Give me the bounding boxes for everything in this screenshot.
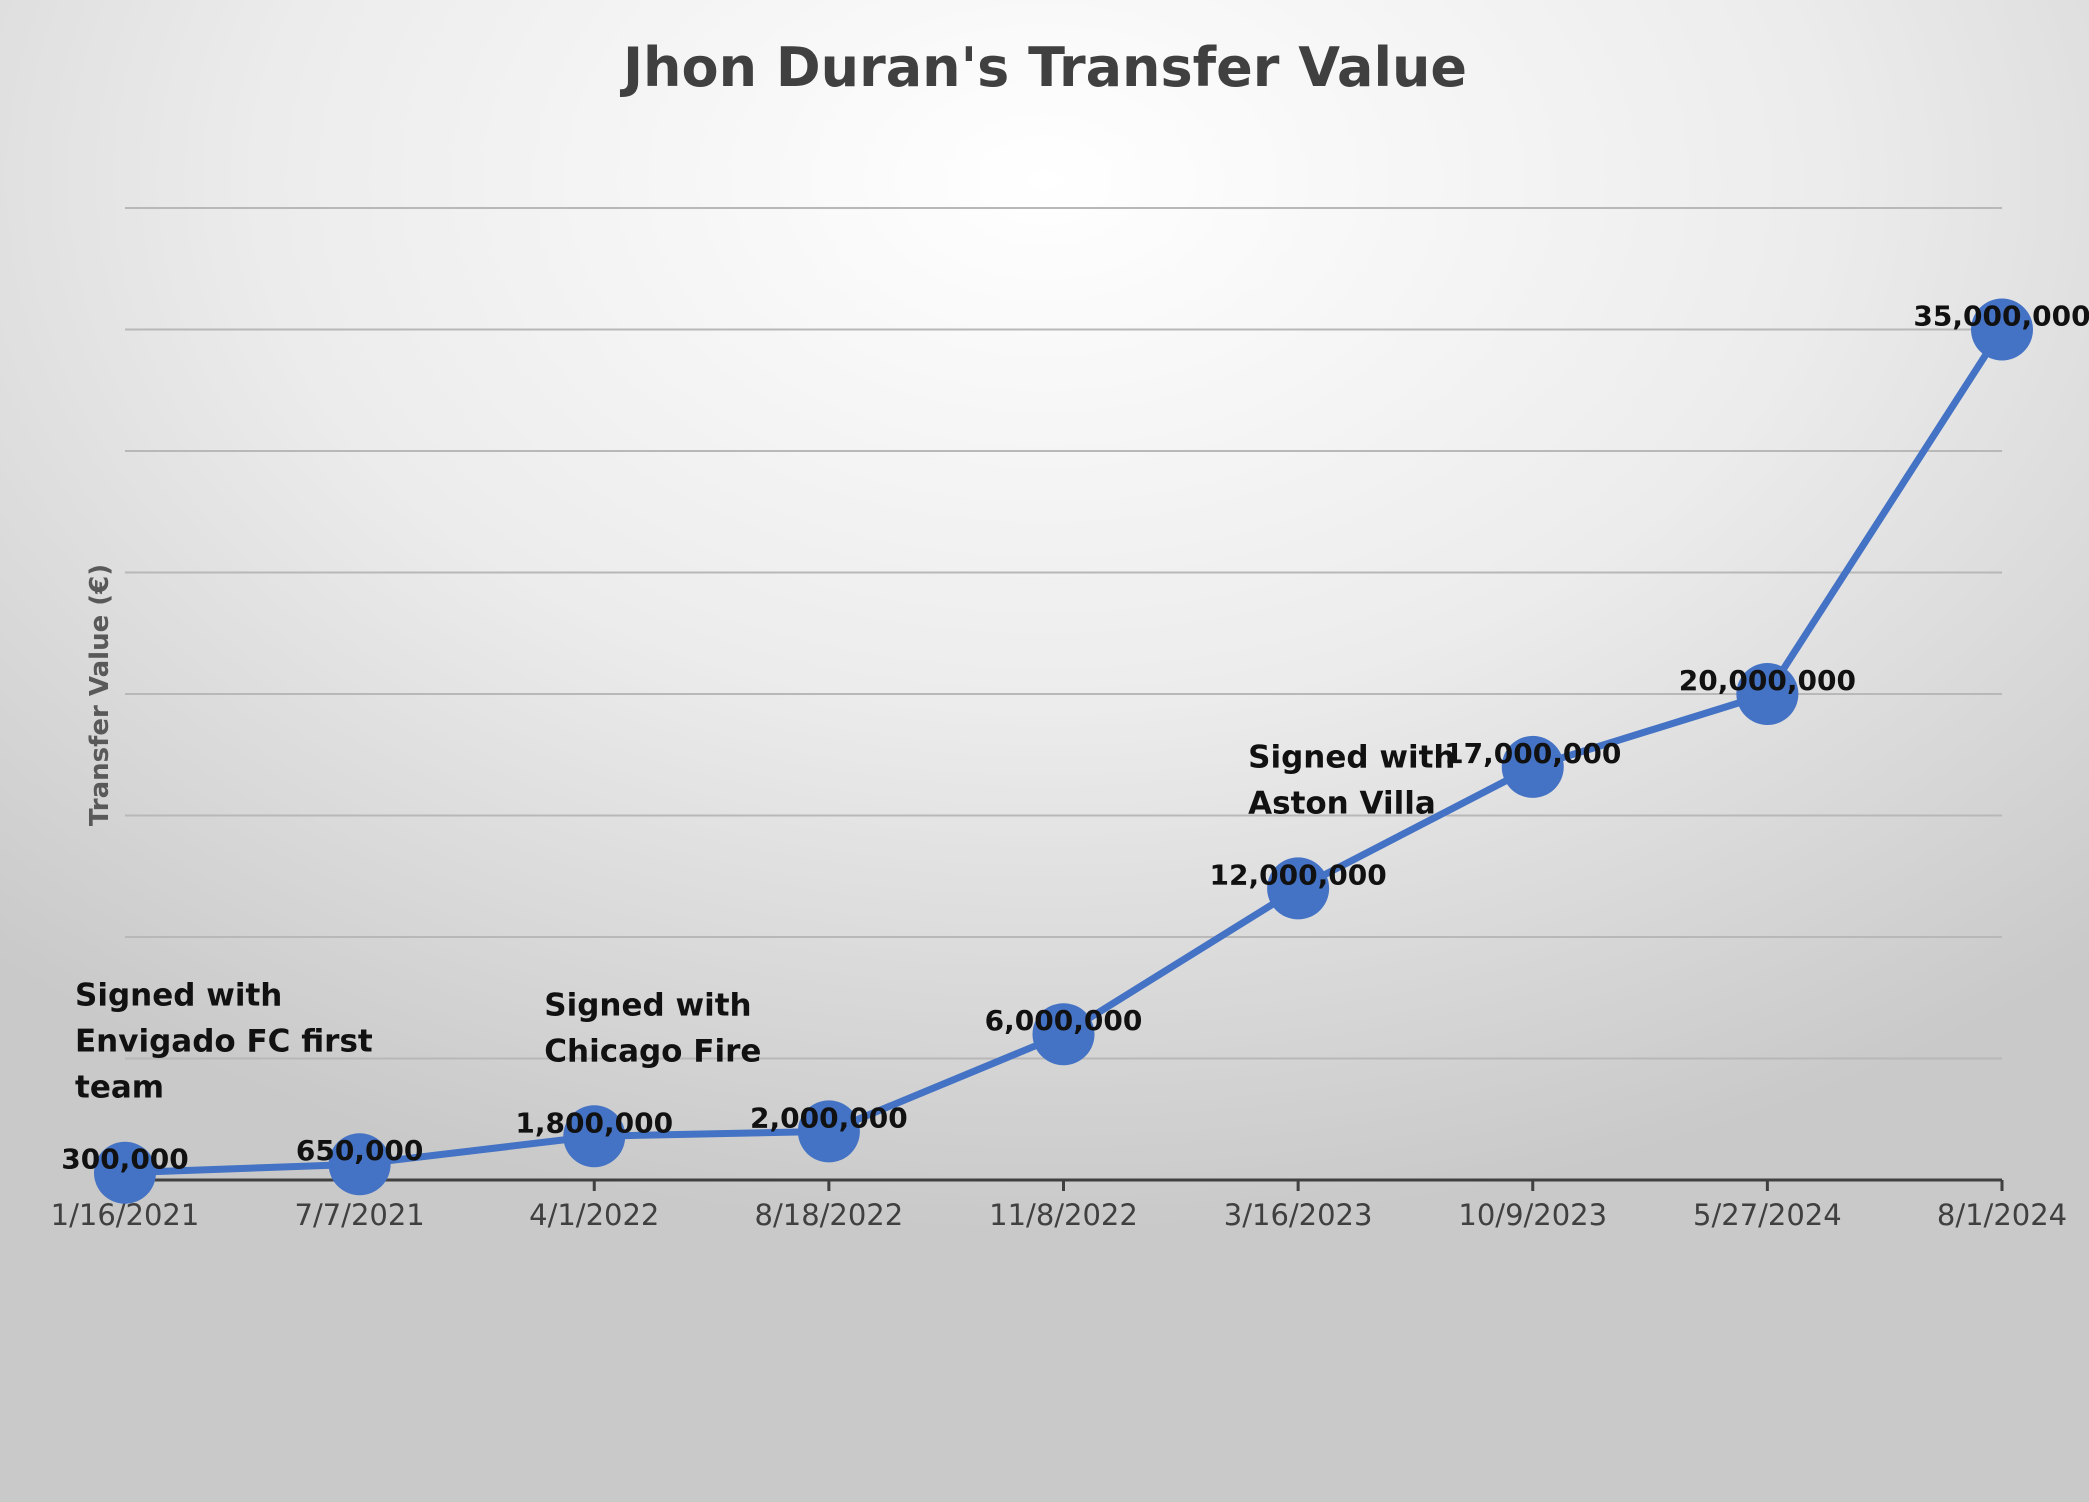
- annotation-0-line-2: team: [75, 1070, 164, 1106]
- x-tick-label-2: 4/1/2022: [529, 1198, 659, 1232]
- chart-title: Jhon Duran's Transfer Value: [619, 36, 1467, 99]
- data-point-3: [797, 1100, 860, 1163]
- data-label-0: 300,000: [61, 1143, 189, 1176]
- annotation-0-line-0: Signed with: [75, 978, 282, 1014]
- x-tick-label-4: 11/8/2022: [989, 1198, 1138, 1232]
- data-label-1: 650,000: [296, 1134, 424, 1167]
- data-point-4: [1032, 1003, 1095, 1066]
- data-label-2: 1,800,000: [515, 1106, 673, 1139]
- data-point-1: [328, 1133, 391, 1196]
- data-label-4: 6,000,000: [985, 1004, 1143, 1037]
- x-tick-label-7: 5/27/2024: [1693, 1198, 1842, 1232]
- annotation-2-line-0: Signed with: [1248, 739, 1455, 775]
- annotation-1-line-1: Chicago Fire: [544, 1033, 761, 1069]
- x-tick-label-8: 8/1/2024: [1937, 1198, 2067, 1232]
- x-tick-label-1: 7/7/2021: [295, 1198, 425, 1232]
- x-tick-label-3: 8/18/2022: [755, 1198, 904, 1232]
- data-point-6: [1501, 735, 1564, 798]
- data-label-5: 12,000,000: [1210, 858, 1387, 891]
- annotation-2: Signed with Aston Villa: [1248, 739, 1455, 821]
- x-tick-label-5: 3/16/2023: [1224, 1198, 1373, 1232]
- data-point-7: [1736, 663, 1799, 725]
- data-label-6: 17,000,000: [1444, 737, 1621, 770]
- data-point-8: [1971, 298, 2033, 361]
- y-axis-label: Transfer Value (€): [85, 564, 115, 826]
- x-tick-label-6: 10/9/2023: [1458, 1198, 1607, 1232]
- annotation-0: Signed with Envigado FC first team: [75, 978, 373, 1106]
- data-markers: [94, 298, 2033, 1204]
- data-label-3: 2,000,000: [750, 1101, 908, 1134]
- data-label-7: 20,000,000: [1679, 664, 1856, 697]
- data-point-5: [1267, 857, 1330, 920]
- data-labels: 300,000 650,000 1,800,000 2,000,000 6,000,00…: [61, 300, 2089, 1176]
- annotation-0-line-1: Envigado FC first: [75, 1024, 373, 1060]
- annotation-2-line-1: Aston Villa: [1248, 785, 1436, 821]
- data-point-0: [94, 1141, 156, 1204]
- annotation-1: Signed with Chicago Fire: [544, 987, 761, 1069]
- annotation-1-line-0: Signed with: [544, 987, 751, 1023]
- data-label-8: 35,000,000: [1913, 300, 2089, 333]
- data-point-2: [563, 1105, 626, 1168]
- gridlines: [125, 207, 2002, 1060]
